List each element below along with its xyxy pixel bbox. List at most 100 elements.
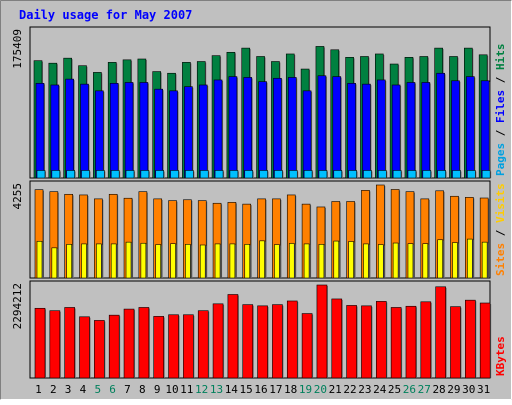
day-label-21: 21 xyxy=(329,383,342,396)
day-label-13: 13 xyxy=(210,383,223,396)
panel-3: 2294212 KBytes xyxy=(11,280,507,379)
day-label-3: 3 xyxy=(65,383,72,396)
panel-3-legend-label: KBytes xyxy=(494,336,507,376)
bar-files-day-8 xyxy=(139,82,149,179)
day-label-6: 6 xyxy=(109,383,116,396)
bar-sites-day-27 xyxy=(422,243,429,279)
day-label-1: 1 xyxy=(35,383,42,396)
panel-1: 175409 Pages / Files / Hits xyxy=(11,26,507,179)
bar-sites-day-3 xyxy=(66,244,72,279)
bar-files-day-28 xyxy=(436,72,445,179)
legend-part-separator: / xyxy=(494,123,507,143)
day-label-26: 26 xyxy=(403,383,416,396)
bar-sites-day-10 xyxy=(170,243,176,279)
bar-files-day-26 xyxy=(406,82,416,179)
bar-sites-day-9 xyxy=(155,244,162,279)
chart-title: Daily usage for May 2007 xyxy=(19,8,192,22)
bar-sites-day-29 xyxy=(452,242,458,279)
bar-sites-day-20 xyxy=(318,244,325,279)
bar-sites-day-7 xyxy=(125,241,132,279)
day-label-19: 19 xyxy=(299,383,312,396)
legend-part-sites: Sites xyxy=(494,243,507,276)
bar-pages-day-4 xyxy=(81,170,90,179)
legend-part-separator: / xyxy=(494,70,507,90)
bar-sites-day-1 xyxy=(36,240,43,279)
bar-files-day-24 xyxy=(376,79,386,179)
bar-pages-day-17 xyxy=(274,170,283,179)
bar-pages-day-16 xyxy=(259,170,268,179)
bar-kbytes-day-22 xyxy=(346,305,357,379)
bar-files-day-13 xyxy=(213,79,223,179)
bar-pages-day-19 xyxy=(303,170,313,179)
day-label-10: 10 xyxy=(165,383,178,396)
bar-sites-day-17 xyxy=(274,244,280,279)
day-label-29: 29 xyxy=(447,383,460,396)
bar-kbytes-day-10 xyxy=(168,314,179,379)
day-label-11: 11 xyxy=(180,383,193,396)
bar-pages-day-7 xyxy=(125,170,135,179)
bar-pages-day-28 xyxy=(437,170,446,179)
bar-pages-day-8 xyxy=(140,170,150,179)
panel-1-legend-label: Pages / Files / Hits xyxy=(494,44,507,177)
bar-kbytes-day-7 xyxy=(123,308,135,379)
day-label-27: 27 xyxy=(418,383,431,396)
bar-files-day-30 xyxy=(466,76,475,179)
day-label-12: 12 xyxy=(195,383,208,396)
bar-pages-day-10 xyxy=(170,170,179,179)
bar-kbytes-day-5 xyxy=(94,320,105,379)
bar-files-day-31 xyxy=(480,80,490,179)
bar-pages-day-6 xyxy=(110,170,120,179)
bar-files-day-21 xyxy=(332,76,342,179)
panel-2-scale-label: 4255 xyxy=(11,183,24,210)
day-label-7: 7 xyxy=(124,383,131,396)
bar-pages-day-31 xyxy=(481,170,491,179)
bar-sites-day-6 xyxy=(110,243,117,279)
bar-sites-day-19 xyxy=(303,243,310,279)
day-label-22: 22 xyxy=(343,383,356,396)
bar-kbytes-day-9 xyxy=(153,316,165,379)
panel-2: 4255 Sites / Visits xyxy=(11,180,507,279)
bar-kbytes-day-23 xyxy=(361,305,372,379)
bar-pages-day-22 xyxy=(348,170,357,179)
bar-kbytes-day-3 xyxy=(64,307,75,379)
bar-pages-day-12 xyxy=(199,170,209,179)
bar-pages-day-1 xyxy=(36,170,46,179)
day-label-5: 5 xyxy=(94,383,101,396)
day-label-4: 4 xyxy=(80,383,87,396)
bar-sites-day-31 xyxy=(481,241,488,279)
bar-sites-day-14 xyxy=(229,243,236,279)
bar-files-day-23 xyxy=(362,83,371,179)
day-label-31: 31 xyxy=(477,383,490,396)
bar-sites-day-22 xyxy=(348,241,354,279)
bar-pages-day-13 xyxy=(214,170,224,179)
bar-kbytes-day-11 xyxy=(183,314,194,379)
bar-files-day-25 xyxy=(391,84,401,179)
bar-files-day-9 xyxy=(154,88,164,179)
day-label-15: 15 xyxy=(240,383,253,396)
bar-kbytes-day-4 xyxy=(79,316,90,379)
bar-kbytes-day-20 xyxy=(316,284,328,379)
day-labels: 1 2 3 4 5 6 7 8 9 10 11 12 13 14 15 16 17 18 19 20 21 22 23 24 2… xyxy=(35,383,490,396)
bar-pages-day-3 xyxy=(66,170,75,179)
bar-kbytes-day-26 xyxy=(405,305,417,379)
day-label-8: 8 xyxy=(139,383,146,396)
bar-kbytes-day-14 xyxy=(227,294,239,379)
bar-pages-day-2 xyxy=(51,170,61,179)
day-label-9: 9 xyxy=(154,383,161,396)
legend-part-kbytes: KBytes xyxy=(494,336,507,376)
bar-pages-day-5 xyxy=(96,170,105,179)
bar-sites-day-25 xyxy=(392,242,399,279)
bar-sites-day-15 xyxy=(244,244,251,279)
bar-kbytes-day-12 xyxy=(197,310,209,379)
panel-1-scale-label: 175409 xyxy=(11,29,24,69)
bar-pages-day-23 xyxy=(363,170,372,179)
bar-pages-day-20 xyxy=(318,170,328,179)
bar-files-day-27 xyxy=(421,82,431,179)
bar-sites-day-26 xyxy=(407,243,414,279)
chart-panels: 175409 Pages / Files / Hits 4255 Sites / Vi… xyxy=(11,26,507,379)
bar-files-day-12 xyxy=(198,84,208,179)
bar-sites-day-23 xyxy=(363,243,369,279)
bar-files-day-14 xyxy=(228,76,238,179)
